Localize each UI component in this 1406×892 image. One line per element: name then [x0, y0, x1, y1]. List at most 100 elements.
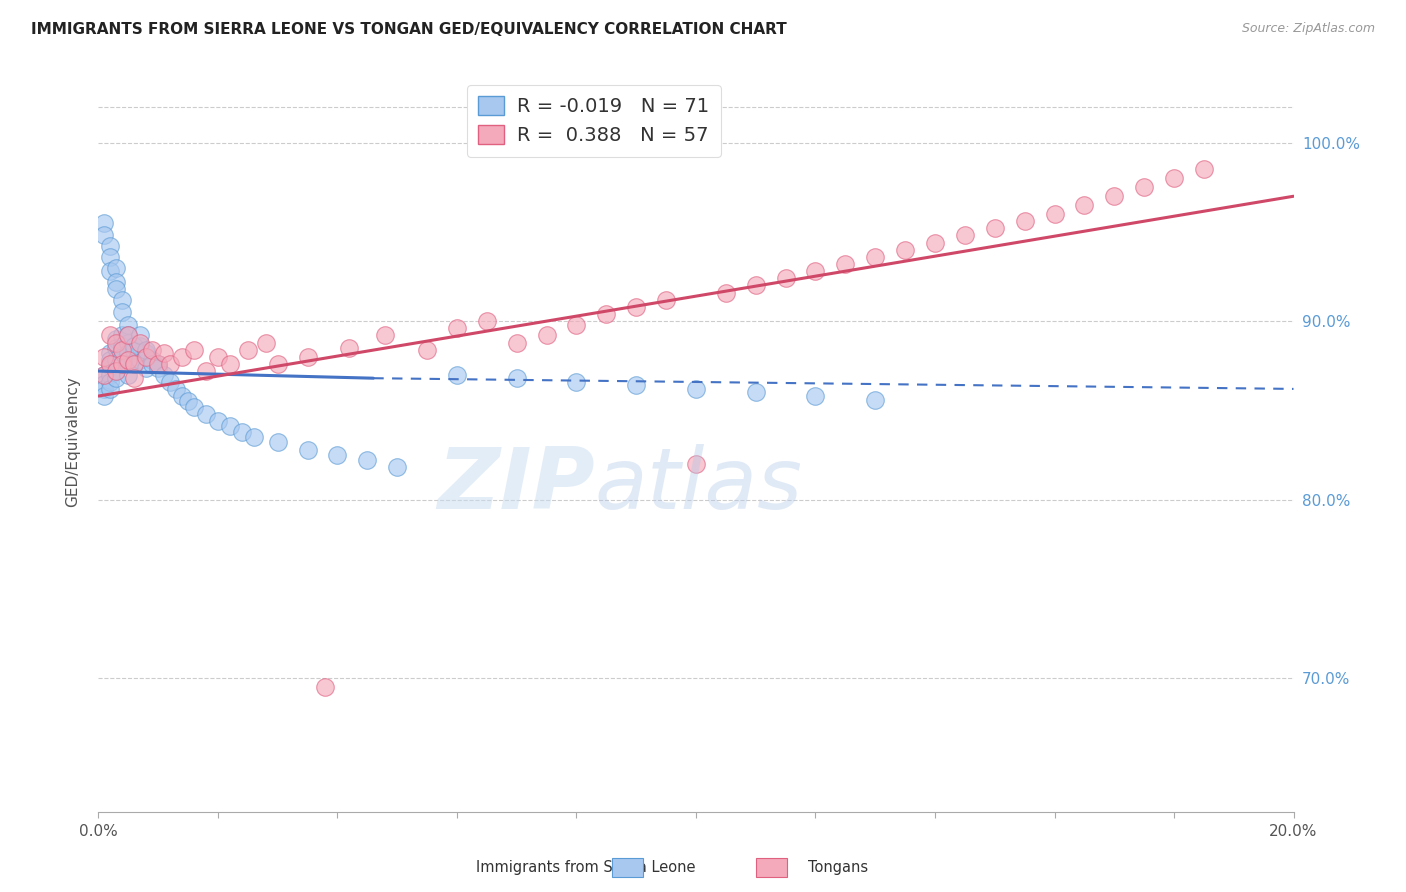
Point: [804, 389, 827, 403]
Point: [195, 407, 218, 421]
Text: atlas: atlas: [595, 444, 803, 527]
Point: [135, 360, 157, 375]
Point: [834, 257, 856, 271]
Point: [93, 216, 115, 230]
Point: [111, 357, 134, 371]
Point: [565, 318, 588, 332]
Point: [117, 346, 139, 360]
Point: [105, 364, 128, 378]
Point: [195, 364, 218, 378]
Point: [141, 353, 163, 368]
Point: [416, 343, 439, 357]
Point: [93, 368, 115, 382]
Point: [98, 359, 122, 373]
Point: [536, 328, 558, 343]
Point: [865, 392, 887, 407]
Point: [93, 376, 115, 391]
Point: [243, 430, 266, 444]
Point: [506, 371, 529, 385]
Text: Tongans: Tongans: [808, 860, 869, 874]
Point: [626, 300, 648, 314]
Point: [297, 442, 319, 457]
Point: [93, 389, 115, 403]
Point: [98, 264, 122, 278]
Point: [267, 435, 290, 450]
Point: [745, 385, 768, 400]
Point: [565, 375, 588, 389]
Point: [117, 357, 139, 371]
Point: [231, 425, 253, 439]
Point: [865, 250, 887, 264]
Point: [98, 368, 122, 382]
Point: [1192, 162, 1215, 177]
Point: [385, 460, 409, 475]
Point: [124, 357, 146, 371]
Text: IMMIGRANTS FROM SIERRA LEONE VS TONGAN GED/EQUIVALENCY CORRELATION CHART: IMMIGRANTS FROM SIERRA LEONE VS TONGAN G…: [31, 22, 787, 37]
Point: [655, 293, 678, 307]
Point: [111, 343, 134, 357]
Point: [129, 335, 152, 350]
Text: Immigrants from Sierra Leone: Immigrants from Sierra Leone: [477, 860, 696, 874]
Point: [924, 235, 946, 250]
Point: [148, 360, 170, 375]
Point: [1163, 171, 1185, 186]
Point: [124, 371, 146, 385]
Point: [98, 357, 122, 371]
Point: [93, 228, 115, 243]
Point: [129, 353, 152, 368]
Point: [775, 271, 797, 285]
Point: [117, 368, 139, 382]
Point: [105, 364, 128, 378]
Point: [105, 335, 128, 350]
Point: [129, 328, 152, 343]
Point: [1073, 198, 1095, 212]
Point: [1133, 180, 1156, 194]
Point: [98, 239, 122, 253]
Point: [804, 264, 827, 278]
Point: [159, 375, 181, 389]
Point: [117, 335, 139, 350]
Point: [93, 382, 115, 396]
Point: [595, 307, 617, 321]
Point: [148, 357, 170, 371]
Point: [111, 293, 134, 307]
Point: [105, 371, 128, 385]
Point: [183, 400, 205, 414]
Point: [374, 328, 396, 343]
Point: [98, 328, 122, 343]
Point: [105, 282, 128, 296]
Point: [124, 339, 146, 353]
Point: [111, 328, 134, 343]
Point: [1104, 189, 1126, 203]
Y-axis label: GED/Equivalency: GED/Equivalency: [65, 376, 80, 507]
Point: [111, 305, 134, 319]
Point: [219, 357, 242, 371]
Point: [117, 328, 139, 343]
Point: [98, 353, 122, 368]
Point: [339, 341, 361, 355]
Legend: R = -0.019   N = 71, R =  0.388   N = 57: R = -0.019 N = 71, R = 0.388 N = 57: [467, 85, 721, 157]
Point: [93, 350, 115, 364]
Point: [219, 419, 242, 434]
Point: [207, 350, 229, 364]
Point: [183, 343, 205, 357]
Point: [953, 228, 976, 243]
Point: [315, 680, 337, 694]
Point: [267, 357, 290, 371]
Point: [111, 339, 134, 353]
Point: [172, 350, 194, 364]
Point: [141, 357, 163, 371]
Point: [105, 341, 128, 355]
Point: [98, 250, 122, 264]
Point: [326, 448, 349, 462]
Point: [1043, 207, 1066, 221]
Point: [745, 278, 768, 293]
Point: [98, 382, 122, 396]
Point: [984, 221, 1007, 235]
Point: [129, 339, 152, 353]
Point: [141, 343, 163, 357]
Point: [446, 321, 468, 335]
Point: [153, 346, 176, 360]
Point: [356, 453, 378, 467]
Point: [105, 332, 128, 346]
